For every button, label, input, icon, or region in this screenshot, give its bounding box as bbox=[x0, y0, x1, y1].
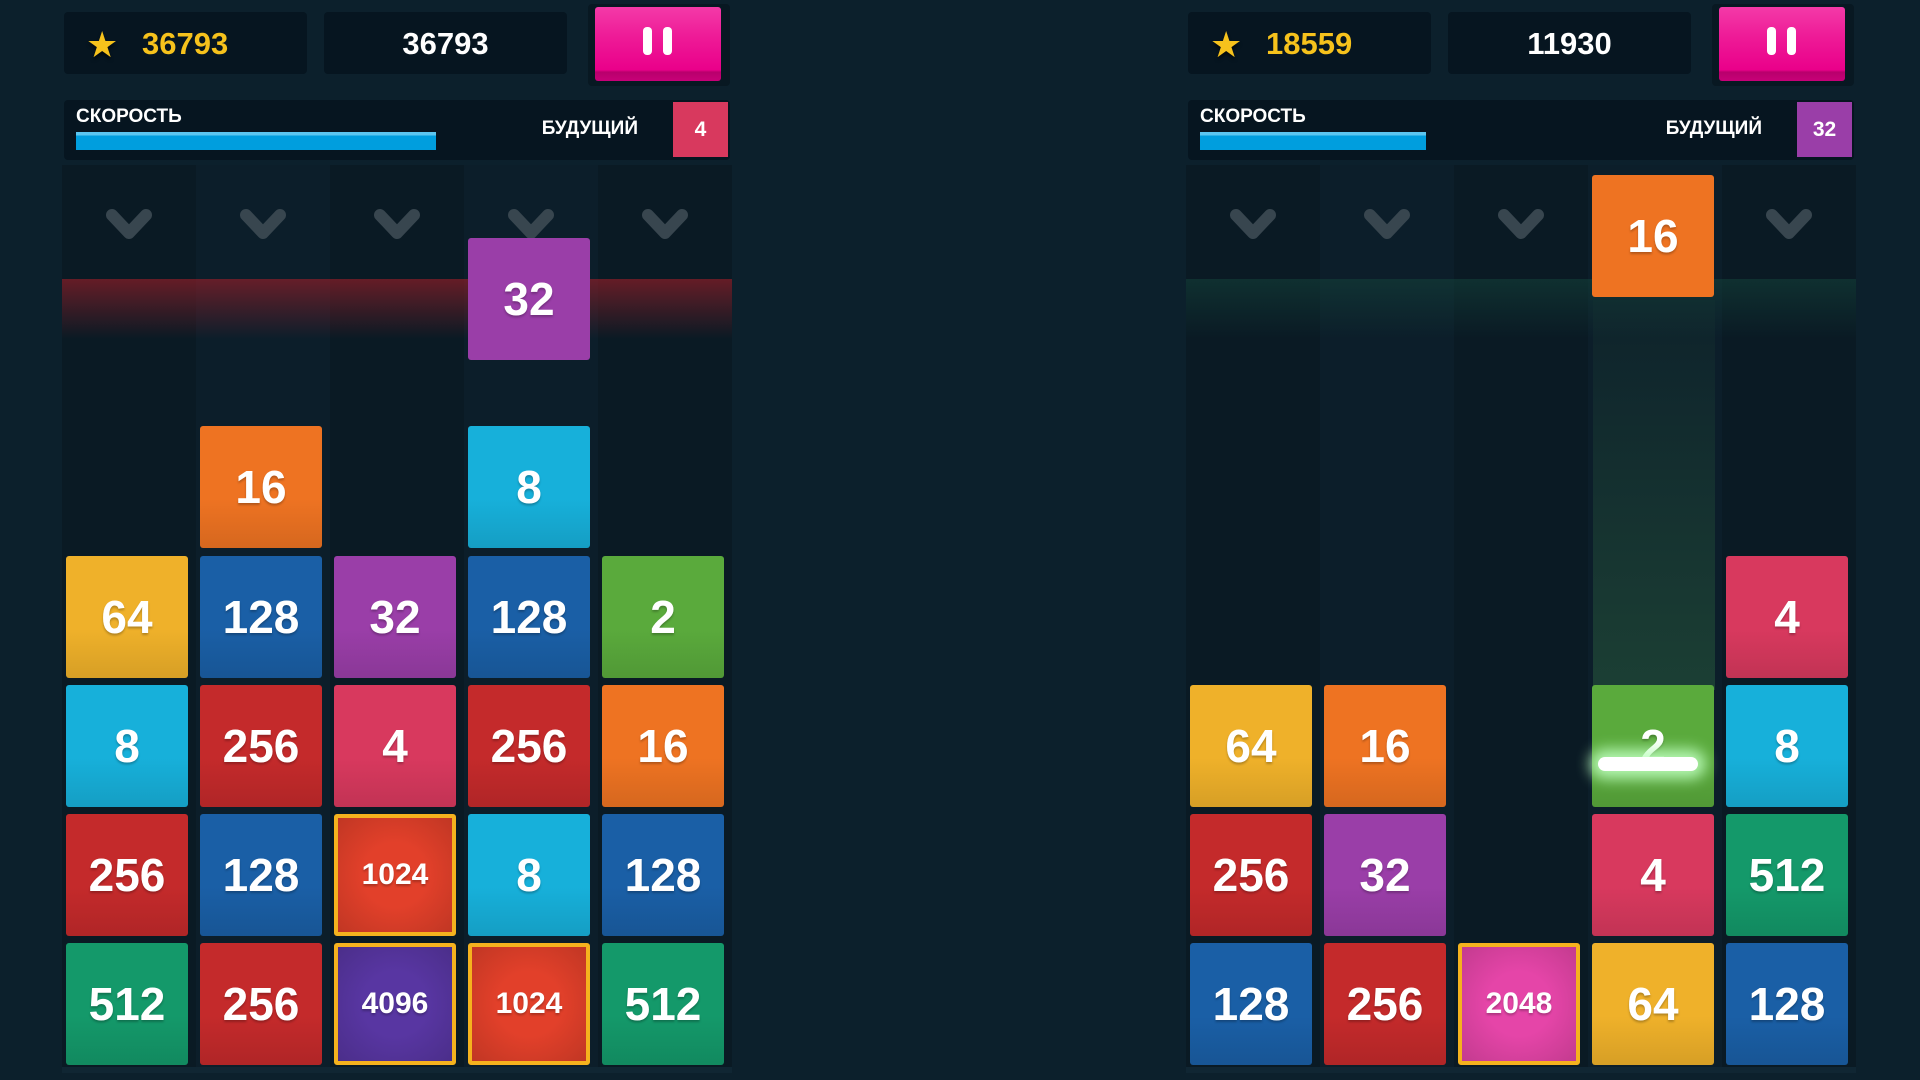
tile: 64 bbox=[66, 556, 188, 678]
speed-panel: СКОРОСТЬ БУДУЩИЙ 4 bbox=[64, 100, 730, 160]
tile: 256 bbox=[468, 685, 590, 807]
best-score-box: ★ 18559 bbox=[1188, 12, 1431, 74]
tile: 8 bbox=[1726, 685, 1848, 807]
tile: 64 bbox=[1592, 943, 1714, 1065]
tile: 128 bbox=[200, 556, 322, 678]
best-score: 36793 bbox=[142, 26, 229, 61]
tile: 128 bbox=[200, 814, 322, 936]
pause-container bbox=[588, 4, 730, 86]
tile: 4 bbox=[334, 685, 456, 807]
tile: 256 bbox=[1324, 943, 1446, 1065]
tile: 2048 bbox=[1458, 943, 1580, 1065]
player-1-board: ★ 36793 36793 СКОРОСТЬ БУДУЩИЙ 4 16 8 64 12… bbox=[62, 0, 742, 1080]
tile: 256 bbox=[1190, 814, 1312, 936]
falling-tile[interactable]: 16 bbox=[1592, 175, 1714, 297]
tile: 512 bbox=[66, 943, 188, 1065]
drop-lane bbox=[1593, 300, 1715, 690]
score-box: 36793 bbox=[324, 12, 567, 74]
star-icon: ★ bbox=[86, 24, 119, 65]
current-score: 11930 bbox=[1527, 26, 1612, 61]
tile: 1024 bbox=[468, 943, 590, 1065]
tile: 256 bbox=[200, 943, 322, 1065]
chevron-down-icon bbox=[374, 205, 420, 245]
speed-bar-fill bbox=[76, 132, 436, 150]
speed-bar-fill bbox=[1200, 132, 1427, 150]
tile: 4 bbox=[1726, 556, 1848, 678]
speed-bar bbox=[1200, 132, 1560, 150]
tile: 32 bbox=[1324, 814, 1446, 936]
tile: 2 bbox=[602, 556, 724, 678]
best-score: 18559 bbox=[1266, 26, 1353, 61]
tile: 4 bbox=[1592, 814, 1714, 936]
board-floor bbox=[1186, 1067, 1856, 1073]
star-icon: ★ bbox=[1210, 24, 1243, 65]
tile: 8 bbox=[468, 426, 590, 548]
merge-glow bbox=[1598, 757, 1698, 771]
tile: 1024 bbox=[334, 814, 456, 936]
speed-label: СКОРОСТЬ bbox=[1200, 106, 1306, 127]
chevron-down-icon bbox=[1230, 205, 1276, 245]
chevron-down-icon bbox=[1766, 205, 1812, 245]
speed-label: СКОРОСТЬ bbox=[76, 106, 182, 127]
chevron-down-icon bbox=[1364, 205, 1410, 245]
tile: 256 bbox=[66, 814, 188, 936]
current-score: 36793 bbox=[402, 26, 489, 61]
tile: 512 bbox=[1726, 814, 1848, 936]
tile: 8 bbox=[66, 685, 188, 807]
next-tile: 32 bbox=[1797, 102, 1852, 157]
tile: 8 bbox=[468, 814, 590, 936]
pause-container bbox=[1712, 4, 1854, 86]
next-tile: 4 bbox=[673, 102, 728, 157]
tile: 64 bbox=[1190, 685, 1312, 807]
tile: 256 bbox=[200, 685, 322, 807]
tile: 4096 bbox=[334, 943, 456, 1065]
speed-bar bbox=[76, 132, 436, 150]
falling-tile[interactable]: 32 bbox=[468, 238, 590, 360]
tile: 128 bbox=[468, 556, 590, 678]
tile: 128 bbox=[1726, 943, 1848, 1065]
pause-button[interactable] bbox=[595, 7, 721, 81]
best-score-box: ★ 36793 bbox=[64, 12, 307, 74]
next-label: БУДУЩИЙ bbox=[541, 118, 638, 139]
tile: 128 bbox=[602, 814, 724, 936]
tile: 128 bbox=[1190, 943, 1312, 1065]
chevron-down-icon bbox=[1498, 205, 1544, 245]
chevron-down-icon bbox=[642, 205, 688, 245]
tile: 32 bbox=[334, 556, 456, 678]
tile: 2 bbox=[1592, 685, 1714, 807]
tile: 16 bbox=[602, 685, 724, 807]
player-2-board: ★ 18559 11930 СКОРОСТЬ БУДУЩИЙ 32 4 64 16 2… bbox=[1186, 0, 1866, 1080]
pause-button[interactable] bbox=[1719, 7, 1845, 81]
next-label: БУДУЩИЙ bbox=[1665, 118, 1762, 139]
danger-zone bbox=[62, 279, 732, 339]
chevron-down-icon bbox=[508, 205, 554, 245]
speed-panel: СКОРОСТЬ БУДУЩИЙ 32 bbox=[1188, 100, 1854, 160]
board-floor bbox=[62, 1067, 732, 1073]
tile: 16 bbox=[1324, 685, 1446, 807]
tile: 512 bbox=[602, 943, 724, 1065]
chevron-down-icon bbox=[106, 205, 152, 245]
danger-zone bbox=[1186, 279, 1856, 339]
tile: 16 bbox=[200, 426, 322, 548]
score-box: 11930 bbox=[1448, 12, 1691, 74]
chevron-down-icon bbox=[240, 205, 286, 245]
